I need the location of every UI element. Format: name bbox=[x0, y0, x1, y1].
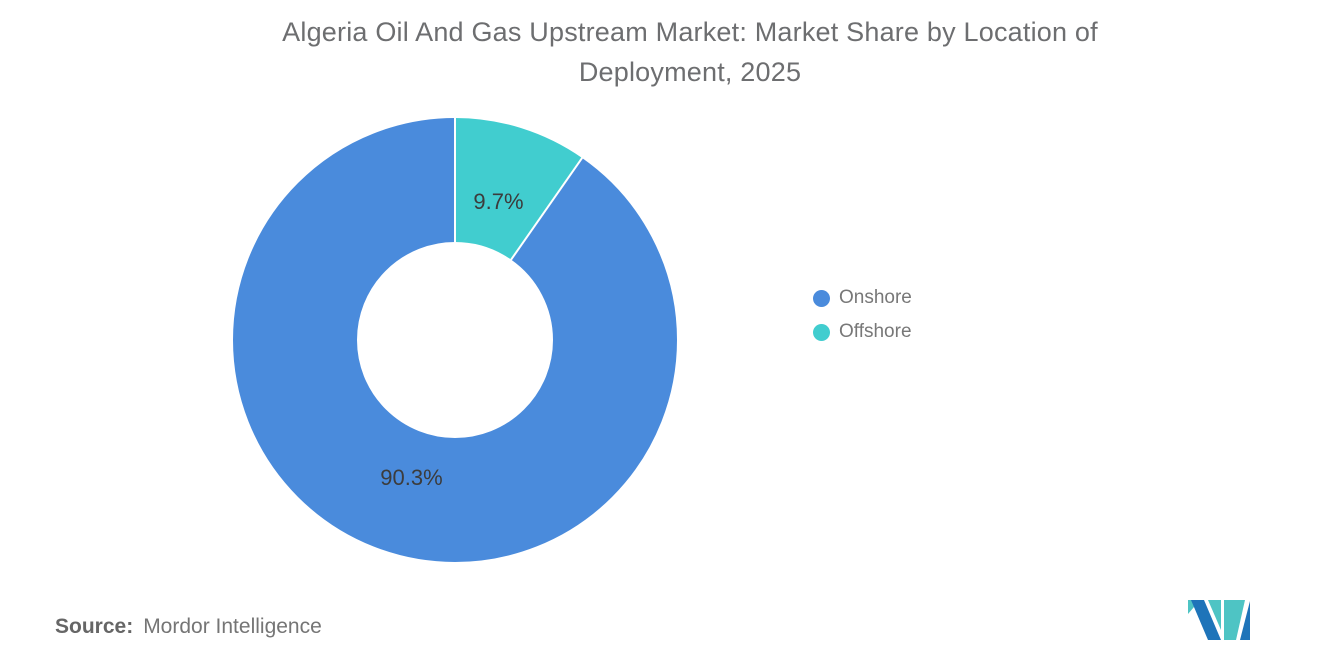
logo-shape-teal-2 bbox=[1208, 600, 1221, 630]
legend-item-onshore[interactable]: Onshore bbox=[813, 281, 912, 315]
logo-shape-blue-1 bbox=[1191, 600, 1221, 640]
source-value: Mordor Intelligence bbox=[143, 615, 322, 638]
chart-title-line-1: Algeria Oil And Gas Upstream Market: Mar… bbox=[282, 17, 1098, 47]
legend-label-offshore: Offshore bbox=[839, 321, 912, 342]
logo-shape-blue-2 bbox=[1240, 601, 1250, 640]
legend-marker-onshore bbox=[813, 289, 830, 307]
mordor-intelligence-logo bbox=[1188, 600, 1250, 640]
legend-item-offshore[interactable]: Offshore bbox=[813, 315, 912, 349]
legend-marker-offshore bbox=[813, 323, 830, 341]
logo-shape-teal-3 bbox=[1224, 600, 1245, 640]
donut-chart bbox=[233, 118, 677, 562]
source-label: Source: bbox=[55, 615, 134, 638]
slice-separator bbox=[509, 156, 584, 262]
chart-title-line-2: Deployment, 2025 bbox=[578, 57, 802, 87]
legend: Onshore Offshore bbox=[813, 281, 912, 349]
chart-title: Algeria Oil And Gas Upstream Market: Mar… bbox=[60, 12, 1320, 92]
legend-label-onshore: Onshore bbox=[839, 287, 912, 308]
source-note: Source: Mordor Intelligence bbox=[55, 615, 322, 639]
